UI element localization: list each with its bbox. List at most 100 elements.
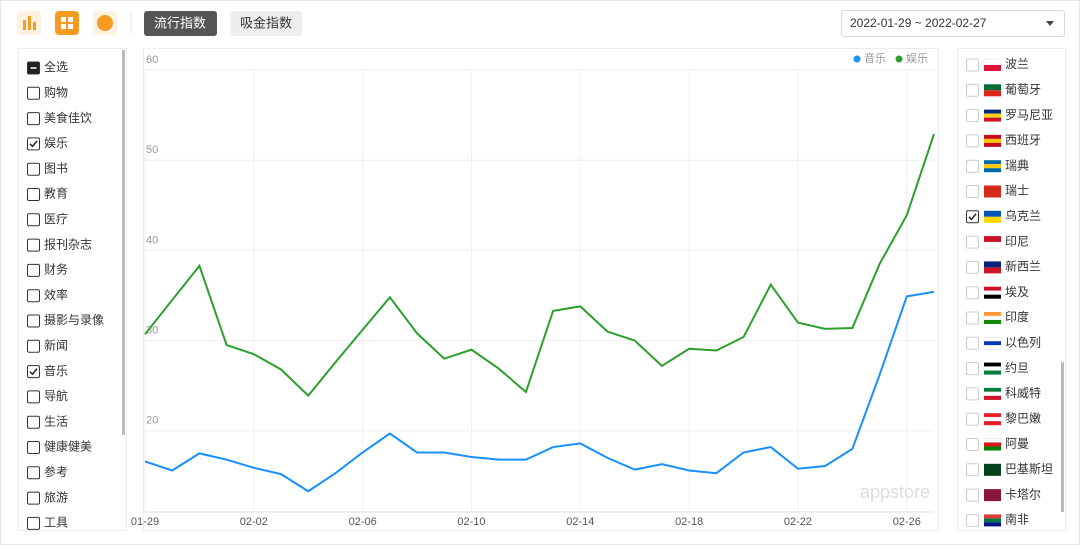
country-label[interactable]: 埃及	[1005, 285, 1029, 299]
flag-stripe	[984, 236, 1001, 243]
icon-grid[interactable]	[55, 11, 79, 35]
flag-stripe	[984, 138, 1001, 143]
category-label[interactable]: 生活	[44, 414, 68, 428]
checkbox[interactable]	[966, 463, 979, 477]
dropdown-arrow[interactable]	[1046, 21, 1054, 26]
watermark: appstore	[860, 482, 930, 502]
flag-stripe	[983, 315, 1002, 321]
country-label[interactable]: 西班牙	[1005, 133, 1041, 147]
flag-stripe	[984, 261, 1001, 268]
country-label[interactable]: 瑞典	[1005, 158, 1029, 172]
checkbox[interactable]	[27, 441, 40, 454]
country-label[interactable]: 黎巴嫩	[1005, 411, 1041, 425]
checkbox[interactable]	[27, 263, 40, 277]
checkbox[interactable]	[27, 213, 40, 227]
checkbox[interactable]	[966, 134, 979, 148]
checkbox[interactable]	[966, 387, 979, 401]
checkbox[interactable]	[966, 83, 979, 97]
checkbox[interactable]	[27, 390, 40, 404]
flag-stripe	[984, 395, 1001, 400]
checkbox[interactable]	[966, 260, 979, 274]
country-label[interactable]: 阿曼	[1005, 437, 1029, 451]
country-label[interactable]: 巴基斯坦	[1005, 462, 1053, 476]
checkbox[interactable]	[27, 289, 40, 303]
flag-stripe	[983, 416, 1002, 422]
country-label[interactable]: 科威特	[1005, 385, 1041, 400]
category-label[interactable]: 娱乐	[44, 136, 68, 150]
checkbox[interactable]	[27, 516, 40, 530]
flag-stripe	[984, 442, 1001, 447]
category-label[interactable]: 工具	[44, 516, 68, 530]
country-label[interactable]: 新西兰	[1005, 259, 1041, 274]
checkbox[interactable]	[27, 415, 40, 429]
country-label[interactable]: 印度	[1005, 309, 1029, 324]
category-label[interactable]: 导航	[44, 388, 68, 403]
category-label[interactable]: 美食佳饮	[44, 110, 92, 125]
checkbox[interactable]	[966, 58, 979, 72]
flag-stripe	[984, 387, 1001, 392]
checkbox[interactable]	[27, 86, 40, 100]
checkbox[interactable]	[966, 159, 979, 173]
flag-stripe	[984, 312, 1001, 316]
checkbox[interactable]	[966, 185, 979, 198]
icon-globe[interactable]	[93, 11, 117, 35]
category-label[interactable]: 健康健美	[44, 439, 92, 454]
scrollbar[interactable]	[122, 50, 125, 435]
tab-label[interactable]: 流行指数	[154, 15, 206, 30]
checkbox[interactable]	[27, 491, 40, 505]
country-label[interactable]: 印尼	[1005, 234, 1029, 248]
checkbox[interactable]	[27, 314, 40, 328]
flag-stripe	[984, 142, 1001, 147]
tab-button[interactable]	[230, 11, 302, 36]
country-label[interactable]: 以色列	[1005, 335, 1041, 349]
date-select[interactable]	[841, 10, 1065, 37]
checkbox[interactable]	[27, 162, 40, 176]
checkbox[interactable]	[27, 339, 40, 353]
checkbox[interactable]	[966, 311, 979, 325]
tab-button[interactable]	[144, 11, 217, 36]
scrollbar[interactable]	[1061, 362, 1064, 512]
country-label[interactable]: 约旦	[1005, 360, 1029, 375]
category-label[interactable]: 新闻	[44, 337, 68, 352]
checkbox[interactable]	[27, 137, 40, 151]
flag-stripe	[984, 109, 1001, 114]
category-label[interactable]: 摄影与录像	[44, 312, 104, 327]
checkbox[interactable]	[27, 365, 40, 379]
checkbox[interactable]	[966, 488, 979, 502]
category-label[interactable]: 全选	[44, 59, 68, 74]
country-label[interactable]: 波兰	[1005, 57, 1029, 71]
country-label[interactable]: 瑞士	[1005, 184, 1029, 198]
checkbox[interactable]	[966, 438, 979, 451]
category-label[interactable]: 旅游	[44, 490, 68, 504]
checkbox[interactable]	[27, 112, 40, 126]
category-label[interactable]: 音乐	[44, 363, 68, 378]
country-label[interactable]: 南非	[1005, 512, 1029, 527]
category-label[interactable]: 购物	[44, 84, 68, 99]
checkbox[interactable]	[966, 362, 979, 376]
category-label[interactable]: 医疗	[44, 212, 68, 226]
category-label[interactable]: 财务	[44, 262, 68, 277]
checkbox[interactable]	[966, 235, 979, 249]
checkbox[interactable]	[966, 412, 979, 426]
country-label[interactable]: 乌克兰	[1005, 208, 1041, 223]
checkbox[interactable]	[966, 336, 979, 350]
icon-bar[interactable]	[17, 11, 41, 35]
category-label[interactable]: 教育	[44, 186, 68, 201]
checkbox[interactable]	[966, 109, 979, 123]
checkbox[interactable]	[966, 286, 979, 300]
category-label[interactable]: 图书	[44, 161, 68, 175]
country-label[interactable]: 卡塔尔	[1005, 486, 1041, 501]
country-label[interactable]: 葡萄牙	[1005, 82, 1041, 96]
category-label[interactable]: 报刊杂志	[44, 236, 92, 251]
category-label[interactable]: 效率	[44, 287, 68, 302]
date-range[interactable]: 2022-01-29 ~ 2022-02-27	[850, 16, 987, 30]
flag-stripe	[984, 362, 1001, 367]
tab-label[interactable]: 吸金指数	[240, 15, 292, 30]
checkbox[interactable]	[27, 188, 40, 201]
checkbox[interactable]	[27, 466, 40, 480]
category-label[interactable]: 参考	[44, 464, 68, 479]
checkbox[interactable]	[966, 210, 979, 224]
checkbox[interactable]	[966, 513, 979, 527]
country-label[interactable]: 罗马尼亚	[1005, 108, 1053, 122]
checkbox[interactable]	[27, 238, 40, 252]
